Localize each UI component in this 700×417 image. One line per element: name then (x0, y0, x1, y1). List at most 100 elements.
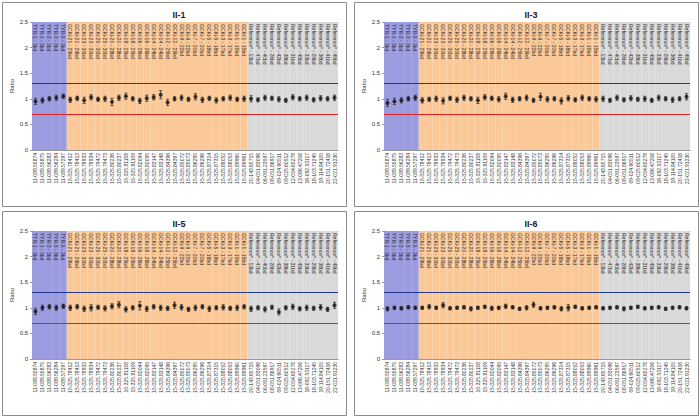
svg-text:11-089.55874: 11-089.55874 (384, 362, 390, 393)
svg-text:13-066.47206: 13-066.47206 (649, 153, 655, 184)
svg-text:TYR-3 - 3bd: TYR-3 - 3bd (398, 24, 404, 51)
svg-text:GCKi-3 - 17bd: GCKi-3 - 17bd (220, 233, 226, 265)
svg-text:Reference* - 29bd: Reference* - 29bd (311, 233, 317, 274)
svg-text:GCKi-23 - 30bd: GCKi-23 - 30bd (81, 24, 87, 59)
svg-text:11-089.56284: 11-089.56284 (405, 362, 411, 393)
svg-text:GCKi-21 - 29bd: GCKi-21 - 29bd (426, 24, 432, 59)
svg-text:15-325.78413: 15-325.78413 (426, 362, 432, 393)
svg-text:15-325.80236: 15-325.80236 (109, 153, 115, 184)
svg-text:GCKi-9 - 22bd: GCKi-9 - 22bd (179, 24, 185, 56)
svg-text:GCKi-20 - 28bd: GCKi-20 - 28bd (116, 233, 122, 268)
svg-text:0: 0 (377, 356, 381, 362)
svg-text:06-091.23597: 06-091.23597 (262, 362, 268, 393)
svg-text:Reference* - 42bd: Reference* - 42bd (628, 24, 634, 65)
svg-text:Ratio: Ratio (9, 287, 15, 302)
svg-text:15-325.89961: 15-325.89961 (593, 362, 599, 393)
svg-text:11-089.56283: 11-089.56283 (46, 362, 52, 393)
svg-text:Reference* - 36bd: Reference* - 36bd (670, 233, 676, 274)
svg-text:22-021.91230: 22-021.91230 (684, 362, 690, 393)
svg-text:GCKi-18 - 25bd: GCKi-18 - 25bd (475, 233, 481, 268)
svg-text:2.5: 2.5 (20, 228, 29, 234)
svg-text:15-325.78934: 15-325.78934 (440, 153, 446, 184)
svg-text:15-325.89960: 15-325.89960 (586, 153, 592, 184)
svg-text:11-089.55875: 11-089.55875 (39, 153, 45, 184)
svg-text:15-325.78933: 15-325.78933 (81, 153, 87, 184)
svg-text:GCKi-1 - 15bd: GCKi-1 - 15bd (241, 24, 247, 56)
svg-text:15-325.81108: 15-325.81108 (123, 153, 129, 184)
svg-text:GCKi-9 - 22bd: GCKi-9 - 22bd (179, 233, 185, 265)
svg-text:11-089.56284: 11-089.56284 (405, 153, 411, 184)
svg-text:15-325.81108: 15-325.81108 (123, 362, 129, 393)
svg-text:0.5: 0.5 (20, 330, 29, 336)
svg-text:Reference* - 42bd: Reference* - 42bd (276, 233, 282, 274)
svg-text:15-325.87314: 15-325.87314 (558, 362, 564, 393)
svg-text:15-325.80237: 15-325.80237 (468, 153, 474, 184)
svg-text:II-3: II-3 (524, 10, 537, 20)
svg-text:15-325.84397: 15-325.84397 (172, 362, 178, 393)
svg-text:GCKi-5 - 18bd: GCKi-5 - 18bd (213, 233, 219, 265)
svg-text:15-325.86296: 15-325.86296 (551, 362, 557, 393)
svg-text:2.5: 2.5 (372, 19, 381, 25)
svg-text:GCKi-3 - 17bd: GCKi-3 - 17bd (572, 233, 578, 265)
svg-text:GCKi-12 - 25bd: GCKi-12 - 25bd (172, 233, 178, 268)
svg-text:TYR-1 - 3bd: TYR-1 - 3bd (39, 24, 45, 51)
svg-text:Reference* - 29bd: Reference* - 29bd (663, 24, 669, 65)
svg-text:15-325.82095: 15-325.82095 (496, 153, 502, 184)
svg-text:GCKi-12 - 25bd: GCKi-12 - 25bd (517, 24, 523, 59)
svg-text:Reference* - 41bd: Reference* - 41bd (677, 24, 683, 65)
svg-text:GCKi-1 - 15bd: GCKi-1 - 15bd (586, 233, 592, 265)
svg-text:15-325.84397: 15-325.84397 (524, 362, 530, 393)
svg-text:15-325.82095: 15-325.82095 (144, 153, 150, 184)
svg-text:18-103.71245: 18-103.71245 (663, 153, 669, 184)
svg-text:15-325.86296: 15-325.86296 (199, 153, 205, 184)
svg-text:Ratio: Ratio (9, 78, 15, 93)
svg-text:GCKi-16 - 26bd: GCKi-16 - 26bd (137, 24, 143, 59)
svg-text:15-325.89961: 15-325.89961 (241, 153, 247, 184)
svg-text:II-5: II-5 (172, 219, 185, 229)
svg-text:GCKi-18 - 25bd: GCKi-18 - 25bd (475, 24, 481, 59)
svg-text:09-024.60511: 09-024.60511 (628, 362, 634, 393)
svg-text:2: 2 (25, 254, 29, 260)
svg-text:GCKi-7 - 20bd: GCKi-7 - 20bd (544, 233, 550, 265)
svg-text:GCKi-18 - 25bd: GCKi-18 - 25bd (123, 24, 129, 59)
svg-text:GCKi-23 - 30bd: GCKi-23 - 30bd (433, 24, 439, 59)
svg-text:11-089.56284: 11-089.56284 (53, 153, 59, 184)
svg-text:11-089.57297: 11-089.57297 (60, 153, 66, 184)
svg-text:19-114.84105: 19-114.84105 (670, 362, 676, 393)
svg-text:22-021.91230: 22-021.91230 (684, 153, 690, 184)
svg-text:15-325.88053: 15-325.88053 (227, 153, 233, 184)
svg-text:GCKi-1 - 15bd: GCKi-1 - 15bd (593, 24, 599, 56)
svg-text:15-325.86295: 15-325.86295 (192, 153, 198, 184)
svg-text:GCKi-3 - 17bd: GCKi-3 - 17bd (579, 24, 585, 56)
svg-text:Reference* - 38bd: Reference* - 38bd (283, 24, 289, 65)
svg-text:GCKi-14 - 24bd: GCKi-14 - 24bd (503, 233, 509, 268)
svg-text:15-325.78934: 15-325.78934 (88, 153, 94, 184)
svg-text:15-325.89960: 15-325.89960 (234, 362, 240, 393)
svg-text:1.5: 1.5 (372, 279, 381, 285)
svg-text:04-051.83096: 04-051.83096 (255, 153, 261, 184)
svg-text:15-325.87315: 15-325.87315 (565, 153, 571, 184)
svg-text:16-092.53117: 16-092.53117 (656, 362, 662, 393)
svg-text:Reference* - 33bd: Reference* - 33bd (304, 233, 310, 274)
svg-text:GCKi-14 - 24bd: GCKi-14 - 24bd (151, 24, 157, 59)
svg-text:Reference* - 45bd: Reference* - 45bd (332, 24, 338, 65)
svg-text:Reference* - 13bd: Reference* - 13bd (248, 233, 254, 274)
svg-text:15-325.88052: 15-325.88052 (572, 362, 578, 393)
svg-text:15-325.86296: 15-325.86296 (551, 153, 557, 184)
svg-text:GCKi-21 - 29bd: GCKi-21 - 29bd (419, 24, 425, 59)
svg-text:09-024.60511: 09-024.60511 (628, 153, 634, 184)
svg-text:Reference* - 31bd: Reference* - 31bd (290, 233, 296, 274)
svg-text:GCKi-23 - 30bd: GCKi-23 - 30bd (433, 233, 439, 268)
svg-text:Reference* - 36bd: Reference* - 36bd (670, 24, 676, 65)
svg-text:TYR-5 - 3bd: TYR-5 - 3bd (412, 233, 418, 260)
svg-text:Reference* - 47bd: Reference* - 47bd (255, 24, 261, 65)
svg-text:06-091.23597: 06-091.23597 (262, 153, 268, 184)
svg-text:15-325.78933: 15-325.78933 (81, 362, 87, 393)
svg-text:TYR-1 - 3bd: TYR-1 - 3bd (391, 233, 397, 260)
svg-text:11-089.57297: 11-089.57297 (60, 362, 66, 393)
svg-text:GCKi-1 - 15bd: GCKi-1 - 15bd (586, 24, 592, 56)
svg-text:1: 1 (377, 96, 381, 102)
svg-text:GCKi-23 - 30bd: GCKi-23 - 30bd (440, 233, 446, 268)
svg-text:GCKi-25 - 30bd: GCKi-25 - 30bd (454, 24, 460, 59)
svg-text:GCKi-5 - 18bd: GCKi-5 - 18bd (213, 24, 219, 56)
